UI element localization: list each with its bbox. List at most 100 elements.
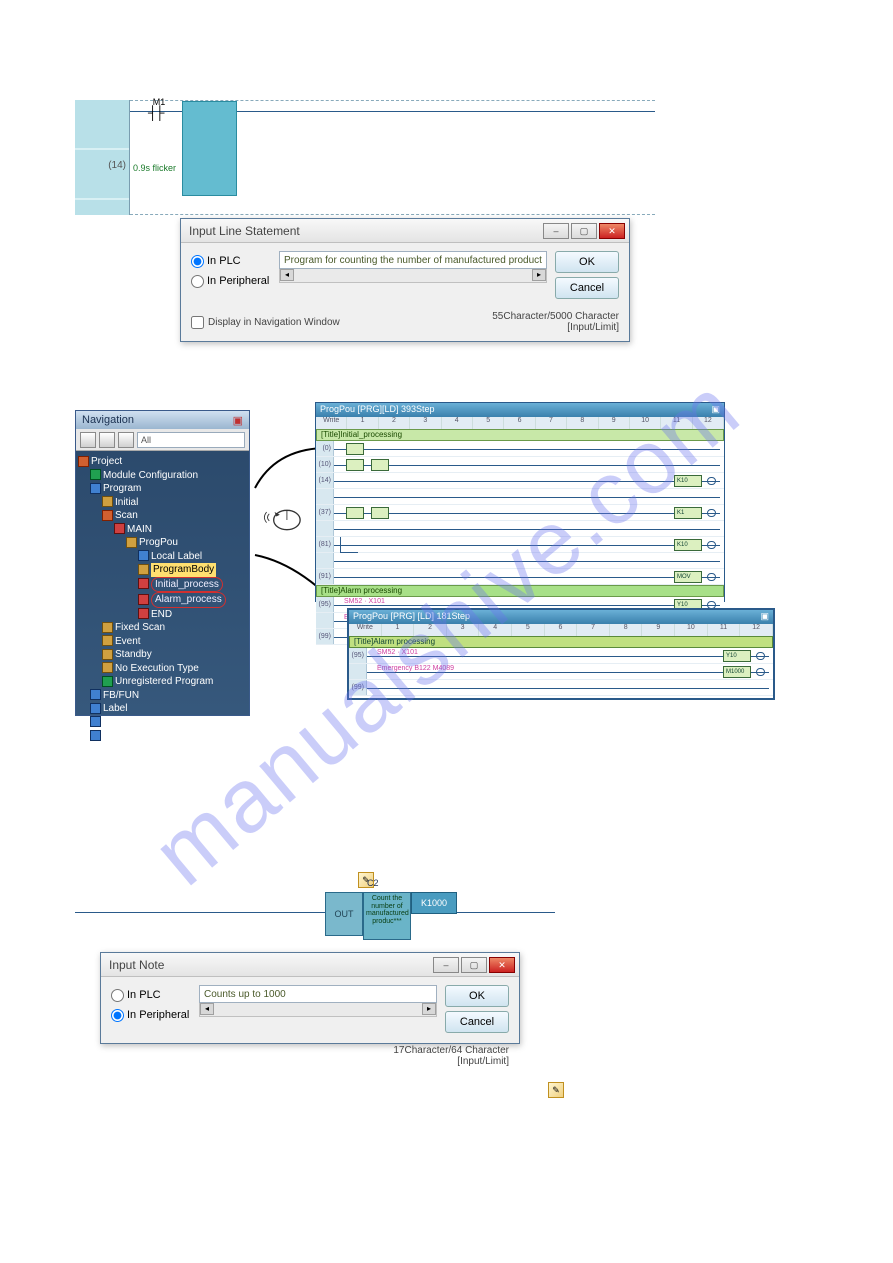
ladder-row[interactable]: [316, 521, 724, 537]
tree-item[interactable]: Initial_process: [78, 577, 247, 593]
output-block[interactable]: M1000: [723, 666, 751, 678]
ladder-row[interactable]: Emergency B122 M4089M1000: [349, 664, 773, 680]
tree-item[interactable]: END: [78, 608, 247, 622]
out-instruction[interactable]: OUT: [325, 892, 363, 936]
tree-item[interactable]: Alarm_process: [78, 592, 247, 608]
ladder-row[interactable]: [316, 553, 724, 569]
scroll-left-icon[interactable]: ◂: [200, 1003, 214, 1015]
minimize-button[interactable]: –: [433, 957, 459, 973]
tree-item[interactable]: Local Label: [78, 550, 247, 564]
selected-step-highlight[interactable]: [182, 101, 237, 196]
scroll-right-icon[interactable]: ▸: [422, 1003, 436, 1015]
display-in-nav-checkbox[interactable]: Display in Navigation Window: [191, 316, 340, 329]
statement-text-input[interactable]: [279, 251, 547, 269]
radio-in-plc[interactable]: In PLC: [191, 251, 271, 271]
instruction-block[interactable]: [371, 459, 389, 471]
note-text-input[interactable]: [199, 985, 437, 1003]
minimize-button[interactable]: –: [543, 223, 569, 239]
tree-item[interactable]: Program: [78, 482, 247, 496]
ruler-cell: 1: [382, 624, 415, 636]
ladder-row[interactable]: (37)K1: [316, 505, 724, 521]
tree-item[interactable]: ProgPou: [78, 536, 247, 550]
program-editor-bottom[interactable]: ProgPou [PRG] [LD] 181Step ▣ Write123456…: [347, 608, 775, 700]
output-block[interactable]: Y10: [723, 650, 751, 662]
cancel-button[interactable]: Cancel: [445, 1011, 509, 1033]
tree-item[interactable]: Parameter: [78, 729, 247, 743]
nav-gear-icon[interactable]: [118, 432, 134, 448]
nav-tool-1-icon[interactable]: [80, 432, 96, 448]
ruler-cell: Write: [349, 624, 382, 636]
nav-tool-2-icon[interactable]: [99, 432, 115, 448]
navigation-tree[interactable]: ProjectModule ConfigurationProgramInitia…: [76, 451, 249, 747]
ladder-row[interactable]: (91)MOV: [316, 569, 724, 585]
instruction-block[interactable]: [371, 507, 389, 519]
tree-item[interactable]: Fixed Scan: [78, 621, 247, 635]
tree-item[interactable]: Module Configuration: [78, 469, 247, 483]
tree-item[interactable]: Unregistered Program: [78, 675, 247, 689]
counter-comment-block[interactable]: Count the number of manufactured produc*…: [363, 892, 411, 940]
editor-body-bottom[interactable]: [Title]Alarm processing (95)SM52 · X101Y…: [349, 636, 773, 698]
ok-button[interactable]: OK: [555, 251, 619, 273]
tree-item[interactable]: FB/FUN: [78, 689, 247, 703]
note-dialog-titlebar[interactable]: Input Note – ▢ ✕: [101, 953, 519, 977]
ladder-row[interactable]: (0): [316, 441, 724, 457]
alarm-rungs-bottom[interactable]: (95)SM52 · X101Y10Emergency B122 M4089M1…: [349, 648, 773, 696]
nav-filter-dropdown[interactable]: All: [137, 432, 245, 448]
ruler-cell: Write: [316, 417, 347, 429]
tree-item[interactable]: Label: [78, 702, 247, 716]
dialog-titlebar[interactable]: Input Line Statement – ▢ ✕: [181, 219, 629, 243]
program-editor-top[interactable]: ProgPou [PRG][LD] 393Step ▣ Write1234567…: [315, 402, 725, 602]
cancel-button[interactable]: Cancel: [555, 277, 619, 299]
ladder-row[interactable]: (10): [316, 457, 724, 473]
tree-icon: [102, 662, 113, 673]
tree-item[interactable]: ProgramBody: [78, 563, 247, 577]
ladder-row[interactable]: (81)K10: [316, 537, 724, 553]
tree-item[interactable]: Event: [78, 635, 247, 649]
output-block[interactable]: MOV: [674, 571, 702, 583]
editor-title-bottom[interactable]: ProgPou [PRG] [LD] 181Step ▣: [349, 610, 773, 624]
radio-in-peripheral[interactable]: In Peripheral: [191, 271, 271, 291]
ladder-row[interactable]: [316, 489, 724, 505]
note-tool-icon-2: ✎: [548, 1082, 564, 1098]
nav-pin-icon[interactable]: ▣: [233, 414, 243, 427]
instruction-block[interactable]: [346, 459, 364, 471]
scroll-right-icon[interactable]: ▸: [532, 269, 546, 281]
step-number: (99): [316, 629, 334, 644]
tree-item[interactable]: Device: [78, 716, 247, 730]
output-block[interactable]: K1: [674, 507, 702, 519]
navigation-title[interactable]: Navigation ▣: [76, 411, 249, 429]
close-button[interactable]: ✕: [599, 223, 625, 239]
output-rung[interactable]: OUT C2 Count the number of manufactured …: [75, 870, 555, 950]
horiz-scrollbar[interactable]: ◂ ▸: [279, 269, 547, 283]
tree-item[interactable]: Scan: [78, 509, 247, 523]
char-limit-label: 55Character/5000 Character [Input/Limit]: [492, 311, 619, 333]
instruction-block[interactable]: [346, 507, 364, 519]
tree-item[interactable]: Initial: [78, 496, 247, 510]
k-constant-block[interactable]: K1000: [411, 892, 457, 914]
editor-close-icon[interactable]: ▣: [760, 611, 769, 623]
instruction-block[interactable]: [346, 443, 364, 455]
maximize-button[interactable]: ▢: [461, 957, 487, 973]
editor-title[interactable]: ProgPou [PRG][LD] 393Step ▣: [316, 403, 724, 417]
ladder-row[interactable]: (14)K10: [316, 473, 724, 489]
contact-symbol: ┤├: [148, 105, 162, 120]
editor-close-icon[interactable]: ▣: [711, 404, 720, 416]
tree-item[interactable]: Project: [78, 455, 247, 469]
maximize-button[interactable]: ▢: [571, 223, 597, 239]
tree-item[interactable]: MAIN: [78, 523, 247, 537]
ok-button[interactable]: OK: [445, 985, 509, 1007]
editor-body[interactable]: [Title]Initial_processing (0)(10)(14)K10…: [316, 429, 724, 601]
ladder-row[interactable]: (95)SM52 · X101Y10: [349, 648, 773, 664]
scroll-left-icon[interactable]: ◂: [280, 269, 294, 281]
ladder-row[interactable]: (99): [349, 680, 773, 696]
tree-item[interactable]: No Execution Type: [78, 662, 247, 676]
initial-rungs[interactable]: (0)(10)(14)K10 (37)K1 (81)K10 (91)MOV: [316, 441, 724, 585]
tree-item[interactable]: Standby: [78, 648, 247, 662]
radio-in-peripheral[interactable]: In Peripheral: [111, 1005, 191, 1025]
radio-in-plc[interactable]: In PLC: [111, 985, 191, 1005]
output-block[interactable]: K10: [674, 475, 702, 487]
close-button[interactable]: ✕: [489, 957, 515, 973]
horiz-scrollbar[interactable]: ◂ ▸: [199, 1003, 437, 1017]
ladder-body[interactable]: M1 ┤├ 0.9s flicker: [130, 100, 655, 215]
output-block[interactable]: K10: [674, 539, 702, 551]
